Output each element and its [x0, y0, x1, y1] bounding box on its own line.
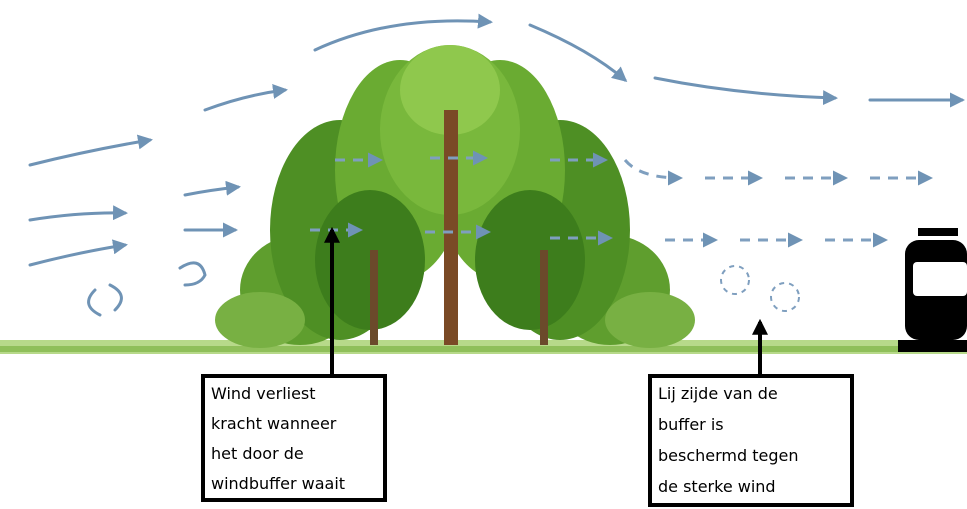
illustration-shape: [180, 263, 205, 285]
callout-line: de sterke wind: [658, 477, 776, 496]
diagram: Wind verliest kracht wanneer het door de…: [0, 0, 967, 509]
illustration-shape: [540, 250, 548, 345]
callout-line: beschermd tegen: [658, 446, 799, 465]
illustration-shape: [918, 228, 958, 236]
illustration-shape: [30, 140, 150, 165]
illustration-shape: [530, 25, 625, 80]
illustration-shape: [771, 283, 799, 311]
callout-line: Lij zijde van de: [658, 384, 778, 403]
illustration-shape: [444, 110, 458, 345]
illustration-shape: [655, 78, 835, 98]
ground: [0, 340, 967, 354]
illustration-shape: [0, 346, 967, 352]
page: Wind verliest kracht wanneer het door de…: [0, 0, 967, 509]
callout-line: kracht wanneer: [211, 414, 337, 433]
callout-line: windbuffer waait: [211, 474, 345, 493]
illustration-shape: [205, 90, 285, 110]
callout-line: buffer is: [658, 415, 724, 434]
tree-belt: [215, 45, 695, 348]
illustration-shape: [721, 266, 749, 294]
train: [898, 228, 967, 352]
illustration-shape: [605, 292, 695, 348]
callout: Wind verliest kracht wanneer het door de…: [203, 376, 385, 500]
callout-line: het door de: [211, 444, 304, 463]
illustration-shape: [30, 245, 125, 265]
illustration-shape: [913, 262, 967, 296]
callout: Lij zijde van de buffer is beschermd teg…: [650, 376, 852, 505]
illustration-shape: [89, 285, 122, 315]
callout-line: Wind verliest: [211, 384, 316, 403]
illustration-shape: [185, 187, 238, 195]
illustration-shape: [898, 340, 967, 352]
illustration-shape: [370, 250, 378, 345]
illustration-shape: [625, 160, 680, 178]
illustration-shape: [30, 213, 125, 220]
illustration-shape: [315, 21, 490, 50]
illustration-shape: [475, 190, 585, 330]
illustration-shape: [215, 292, 305, 348]
